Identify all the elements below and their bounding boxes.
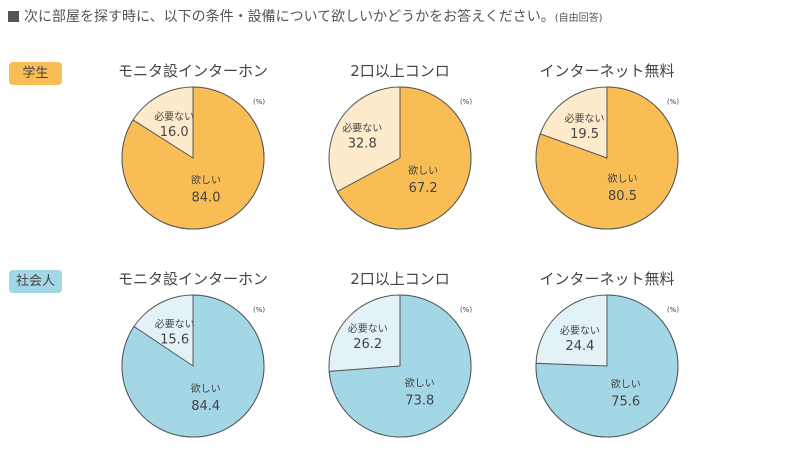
- slice-value: 80.5: [608, 189, 637, 204]
- slice-value: 15.6: [160, 333, 189, 348]
- chart-title: 次に部屋を探す時に、以下の条件・設備について欲しいかどうかをお答えください。(自…: [8, 6, 603, 26]
- pie-slice-want: [121, 294, 265, 438]
- slice-value: 84.4: [191, 399, 220, 414]
- slice-label: 必要ない: [348, 322, 388, 335]
- pie-slice-want: [328, 294, 472, 438]
- pie-slice-want: [535, 294, 679, 438]
- slice-value: 67.2: [409, 181, 438, 196]
- slice-label: 欲しい: [405, 376, 435, 389]
- unit-label: (%): [253, 98, 265, 106]
- unit-label: (%): [667, 306, 679, 314]
- slice-value: 24.4: [565, 339, 594, 354]
- group-badge-worker: 社会人: [9, 270, 62, 293]
- pie-title: 2口以上コンロ: [350, 270, 450, 288]
- unit-label: (%): [460, 306, 472, 314]
- slice-value: 73.8: [405, 393, 434, 408]
- pie-slice-want: [336, 86, 472, 230]
- pie-title: モニタ設インターホン: [118, 62, 268, 80]
- slice-label: 必要ない: [565, 112, 605, 125]
- pie-slice-want: [535, 86, 679, 230]
- pie-slice-want: [121, 86, 265, 230]
- pie-title: モニタ設インターホン: [118, 270, 268, 288]
- slice-label: 欲しい: [191, 174, 221, 187]
- slice-label: 欲しい: [191, 382, 221, 395]
- pie-title: 2口以上コンロ: [350, 62, 450, 80]
- slice-value: 75.6: [611, 394, 640, 409]
- pie-title: インターネット無料: [539, 270, 674, 288]
- pie-title: インターネット無料: [539, 62, 674, 80]
- slice-value: 16.0: [160, 125, 189, 140]
- slice-label: 欲しい: [611, 377, 641, 390]
- title-text: 次に部屋を探す時に、以下の条件・設備について欲しいかどうかをお答えください。: [24, 9, 555, 25]
- slice-label: 欲しい: [408, 164, 438, 177]
- slice-value: 26.2: [353, 337, 382, 352]
- slice-value: 19.5: [570, 127, 599, 142]
- slice-value: 32.8: [348, 136, 377, 151]
- slice-label: 欲しい: [608, 172, 638, 185]
- unit-label: (%): [667, 98, 679, 106]
- square-bullet-icon: [8, 11, 19, 22]
- unit-label: (%): [253, 306, 265, 314]
- slice-label: 必要ない: [155, 318, 195, 331]
- slice-label: 必要ない: [342, 121, 382, 134]
- slice-label: 必要ない: [560, 324, 600, 337]
- title-note: (自由回答): [554, 13, 603, 24]
- slice-label: 必要ない: [154, 110, 194, 123]
- slice-value: 84.0: [192, 191, 221, 206]
- group-badge-student: 学生: [9, 62, 62, 85]
- unit-label: (%): [460, 98, 472, 106]
